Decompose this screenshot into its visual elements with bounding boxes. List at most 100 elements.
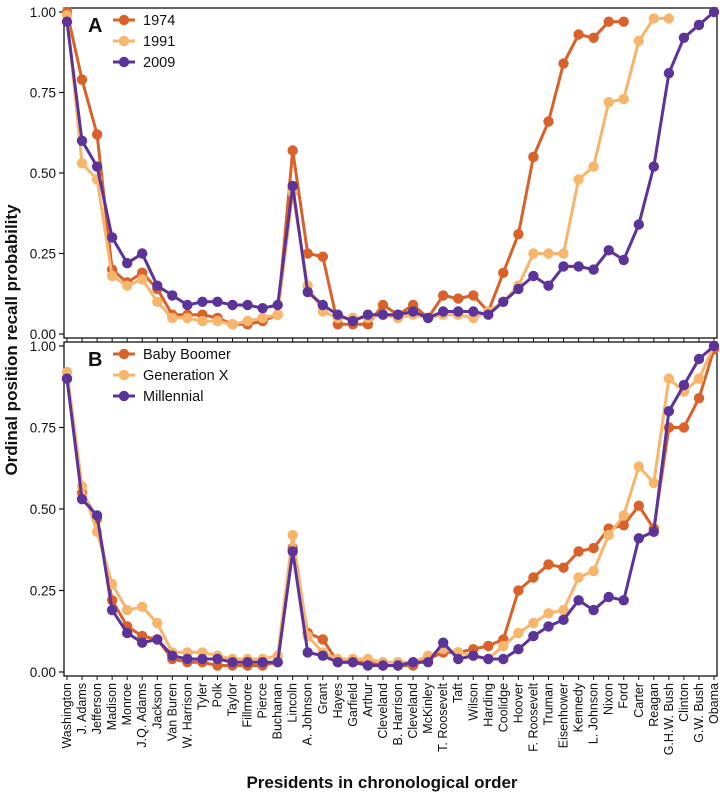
data-point-1991 bbox=[633, 35, 644, 47]
data-point-2009 bbox=[106, 232, 118, 243]
data-point-2009 bbox=[573, 261, 584, 272]
legend-marker bbox=[118, 56, 130, 68]
data-point-millennial bbox=[272, 657, 283, 668]
data-point-1974 bbox=[468, 290, 479, 301]
x-tick-label: Pierce bbox=[256, 683, 270, 718]
x-tick-label: Taft bbox=[451, 682, 465, 703]
data-point-2009 bbox=[483, 309, 494, 320]
data-point-millennial bbox=[332, 657, 343, 668]
panel-letter: A bbox=[88, 15, 102, 37]
data-point-1991 bbox=[257, 312, 268, 324]
y-tick-label: 0.50 bbox=[30, 166, 56, 181]
x-tick-label: Tyler bbox=[195, 683, 209, 710]
data-point-2009 bbox=[91, 161, 103, 172]
data-point-2009 bbox=[182, 299, 193, 311]
data-point-baby-boomer bbox=[543, 559, 554, 570]
x-tick-label: G.H.W. Bush bbox=[662, 683, 676, 755]
data-point-1974 bbox=[302, 248, 313, 259]
data-point-1991 bbox=[212, 315, 223, 327]
data-point-2009 bbox=[287, 180, 298, 192]
data-point-1974 bbox=[498, 267, 509, 278]
data-point-generation-x bbox=[648, 477, 659, 489]
data-point-generation-x bbox=[122, 604, 133, 616]
legend-label: Generation X bbox=[143, 368, 229, 384]
x-tick-label: Obama bbox=[707, 683, 720, 724]
data-point-2009 bbox=[422, 312, 434, 324]
data-point-generation-x bbox=[558, 604, 569, 616]
data-point-2009 bbox=[317, 299, 328, 311]
x-tick-label: Cleveland bbox=[376, 683, 390, 739]
x-tick-label: G.W. Bush bbox=[692, 683, 706, 743]
x-tick-label: A. Johnson bbox=[301, 683, 315, 746]
data-point-2009 bbox=[152, 280, 163, 291]
data-point-millennial bbox=[392, 660, 404, 671]
data-point-millennial bbox=[513, 644, 524, 655]
x-tick-label: Buchanan bbox=[271, 683, 285, 739]
data-point-1974 bbox=[317, 251, 328, 262]
data-point-generation-x bbox=[663, 373, 675, 384]
data-point-1974 bbox=[453, 293, 464, 304]
legend: Baby Boomer Generation X Millennial bbox=[113, 347, 231, 405]
series-2009 bbox=[61, 6, 720, 327]
data-point-2009 bbox=[603, 245, 614, 256]
data-point-millennial bbox=[242, 657, 253, 668]
data-point-1974 bbox=[513, 229, 524, 240]
data-point-1991 bbox=[618, 93, 629, 105]
x-tick-label: J.Q. Adams bbox=[135, 683, 149, 748]
legend-label: 2009 bbox=[143, 55, 175, 71]
data-point-millennial bbox=[212, 653, 223, 665]
data-point-2009 bbox=[347, 315, 359, 327]
data-point-1974 bbox=[618, 16, 629, 27]
data-point-generation-x bbox=[693, 373, 705, 384]
data-point-millennial bbox=[678, 379, 690, 391]
x-tick-label: Nixon bbox=[602, 683, 616, 715]
data-point-millennial bbox=[468, 650, 479, 661]
data-point-baby-boomer bbox=[513, 585, 524, 596]
data-point-millennial bbox=[152, 634, 163, 645]
data-point-2009 bbox=[377, 309, 389, 320]
x-tick-label: B. Harrison bbox=[391, 683, 405, 746]
data-point-millennial bbox=[588, 604, 599, 616]
data-point-millennial bbox=[528, 630, 539, 642]
legend-label: 1991 bbox=[143, 34, 175, 50]
data-point-1974 bbox=[76, 74, 88, 85]
data-point-millennial bbox=[377, 660, 389, 671]
data-point-1991 bbox=[76, 158, 88, 169]
data-point-baby-boomer bbox=[693, 393, 705, 404]
data-point-1991 bbox=[663, 13, 675, 24]
data-point-2009 bbox=[633, 219, 644, 230]
x-tick-label: Grant bbox=[316, 682, 330, 714]
data-point-1974 bbox=[91, 129, 103, 140]
data-point-1991 bbox=[573, 174, 584, 185]
data-point-millennial bbox=[618, 595, 629, 606]
data-point-1991 bbox=[122, 280, 133, 291]
data-point-1974 bbox=[287, 145, 298, 156]
x-tick-label: McKinley bbox=[421, 682, 435, 733]
y-tick-label: 0.25 bbox=[30, 584, 56, 599]
legend-label: Baby Boomer bbox=[143, 347, 231, 363]
x-tick-label: Coolidge bbox=[496, 683, 510, 732]
y-tick-label: 0.00 bbox=[30, 327, 56, 342]
legend-marker bbox=[118, 348, 130, 360]
legend: 1974 1991 2009 bbox=[113, 13, 175, 71]
data-point-generation-x bbox=[633, 461, 644, 472]
data-point-generation-x bbox=[543, 608, 554, 619]
data-point-millennial bbox=[483, 653, 494, 665]
x-tick-label: Taylor bbox=[226, 683, 240, 716]
x-tick-label: Jefferson bbox=[90, 683, 104, 734]
data-point-millennial bbox=[362, 660, 374, 671]
data-point-2009 bbox=[618, 254, 629, 266]
data-point-2009 bbox=[543, 280, 554, 291]
data-point-2009 bbox=[302, 286, 313, 298]
data-point-millennial bbox=[91, 510, 103, 521]
data-point-1991 bbox=[182, 312, 193, 324]
data-point-millennial bbox=[137, 637, 148, 648]
x-tick-label: Monroe bbox=[120, 683, 134, 725]
series-1991 bbox=[61, 10, 675, 330]
data-point-millennial bbox=[61, 373, 73, 384]
data-point-millennial bbox=[407, 657, 419, 668]
data-point-millennial bbox=[317, 650, 328, 661]
x-tick-label: Hayes bbox=[331, 683, 345, 718]
data-point-generation-x bbox=[528, 617, 539, 629]
panel-a: 0.00 0.25 0.50 0.75 1.00 A 1974 1991 2009 bbox=[30, 5, 720, 342]
